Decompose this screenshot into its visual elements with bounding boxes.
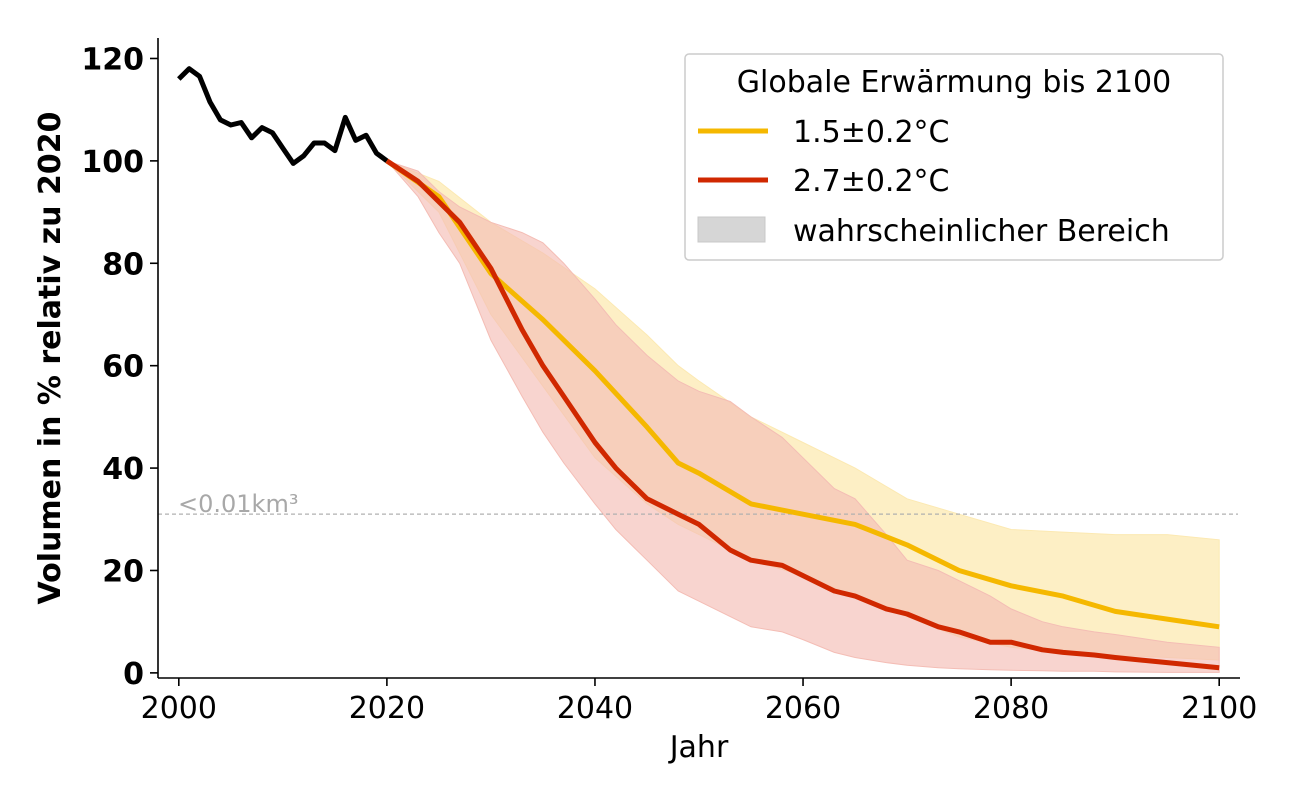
series-line-2-7 xyxy=(385,158,1220,671)
band-2-7 xyxy=(385,159,1220,673)
legend-swatch-range xyxy=(697,216,766,243)
legend-entry-2-7: 2.7±0.2°C xyxy=(793,164,950,199)
legend-title: Globale Erwärmung bis 2100 xyxy=(737,65,1171,100)
legend: Globale Erwärmung bis 2100 1.5±0.2°C 2.7… xyxy=(684,53,1224,261)
y-tick-label: 20 xyxy=(102,554,144,589)
x-tick-label: 2100 xyxy=(1181,691,1257,726)
x-tick-label: 2000 xyxy=(141,691,217,726)
x-ticks: 2000 2020 2040 2060 2080 2100 xyxy=(141,678,1257,726)
series-lines xyxy=(177,66,1220,671)
historical-line xyxy=(177,66,389,166)
legend-entry-range: wahrscheinlicher Bereich xyxy=(793,214,1170,249)
y-tick-label: 40 xyxy=(102,452,144,487)
series-line-1-5 xyxy=(385,158,1220,630)
x-tick-label: 2020 xyxy=(349,691,425,726)
x-tick-label: 2060 xyxy=(765,691,841,726)
uncertainty-bands xyxy=(385,159,1220,673)
x-axis-title: Jahr xyxy=(668,730,729,765)
y-ticks: 0 20 40 60 80 100 120 xyxy=(81,42,158,692)
y-tick-label: 120 xyxy=(81,42,144,77)
y-tick-label: 80 xyxy=(102,247,144,282)
axes xyxy=(157,38,1240,679)
x-tick-label: 2040 xyxy=(557,691,633,726)
legend-frame xyxy=(684,53,1224,261)
y-tick-label: 60 xyxy=(102,350,144,385)
x-tick-label: 2080 xyxy=(973,691,1049,726)
y-tick-label: 100 xyxy=(81,145,144,180)
y-tick-label: 0 xyxy=(123,657,144,692)
y-axis-title: Volumen in % relativ zu 2020 xyxy=(33,112,68,605)
legend-entry-1-5: 1.5±0.2°C xyxy=(793,115,950,150)
reference-line-label: <0.01km³ xyxy=(178,490,298,518)
